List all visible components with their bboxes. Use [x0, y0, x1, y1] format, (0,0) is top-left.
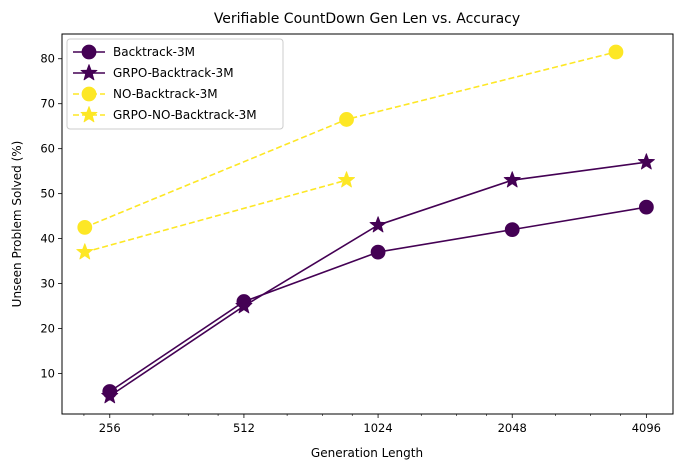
- data-point: [370, 244, 386, 260]
- x-tick-label: 256: [99, 421, 121, 435]
- legend-label: Backtrack-3M: [113, 45, 195, 59]
- y-tick-label: 60: [40, 142, 55, 156]
- data-point: [638, 199, 654, 215]
- data-point: [504, 222, 520, 238]
- y-tick-label: 10: [40, 367, 55, 381]
- data-point: [101, 387, 119, 404]
- x-tick-label: 4096: [632, 421, 661, 435]
- legend-item: Backtrack-3M: [73, 44, 195, 60]
- legend-label: NO-Backtrack-3M: [113, 87, 218, 101]
- y-tick-label: 50: [40, 187, 55, 201]
- legend-label: GRPO-Backtrack-3M: [113, 66, 234, 80]
- legend-marker: [80, 106, 98, 123]
- data-point: [77, 219, 93, 235]
- series-layer: [76, 44, 655, 404]
- legend-item: GRPO-Backtrack-3M: [73, 64, 234, 81]
- data-point: [338, 171, 356, 188]
- legend-marker: [80, 64, 98, 81]
- data-point: [637, 153, 655, 170]
- series-line: [84, 179, 347, 253]
- x-axis: 256 512 1024 2048 4096: [83, 414, 661, 435]
- x-axis-label: Generation Length: [311, 446, 423, 460]
- legend-label: GRPO-NO-Backtrack-3M: [113, 108, 257, 122]
- series-no-backtrack-3m: [77, 44, 624, 235]
- legend: Backtrack-3M GRPO-Backtrack-3M NO-Backtrac…: [66, 38, 284, 130]
- y-tick-label: 40: [40, 232, 55, 246]
- data-point: [503, 171, 521, 188]
- y-tick-label: 30: [40, 277, 55, 291]
- data-point: [339, 112, 354, 127]
- y-axis-label: Unseen Problem Solved (%): [10, 141, 24, 308]
- chart-title: Verifiable CountDown Gen Len vs. Accurac…: [214, 11, 520, 27]
- y-tick-label: 70: [40, 97, 55, 111]
- x-tick-label: 1024: [363, 421, 392, 435]
- data-point: [235, 297, 253, 314]
- series-grpo-backtrack-3m: [101, 153, 655, 404]
- series-grpo-no-backtrack-3m: [76, 171, 356, 260]
- legend-marker: [81, 44, 97, 60]
- legend-item: GRPO-NO-Backtrack-3M: [73, 106, 257, 123]
- data-point: [76, 243, 94, 260]
- plot-frame: [61, 33, 674, 415]
- x-tick-label: 512: [233, 421, 255, 435]
- data-point: [608, 44, 624, 60]
- y-axis: 10 20 30 40 50 60 70 80: [40, 52, 62, 381]
- legend-box: [66, 38, 284, 130]
- y-tick-label: 80: [40, 52, 55, 66]
- legend-item: NO-Backtrack-3M: [73, 86, 218, 102]
- y-tick-label: 20: [40, 322, 55, 336]
- x-tick-label: 2048: [498, 421, 527, 435]
- data-point: [369, 216, 387, 233]
- legend-marker: [81, 86, 97, 102]
